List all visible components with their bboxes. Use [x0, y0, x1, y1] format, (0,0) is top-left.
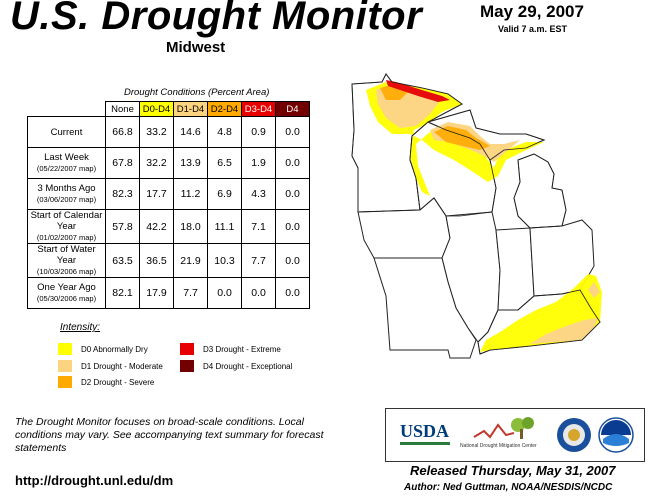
legend-swatch-d0	[58, 343, 72, 355]
ndmc-emblem	[473, 417, 534, 439]
legend-label: D0 Abnormally Dry	[81, 344, 148, 354]
header-d1-d4: D1-D4	[173, 101, 208, 117]
table-row: Start of Calendar Year (01/02/2007 map) 5…	[27, 209, 310, 244]
author-credit: Author: Ned Guttman, NOAA/NESDIS/NCDC	[404, 482, 613, 493]
header-d3-d4: D3-D4	[241, 101, 276, 117]
row-label: Last Week (05/22/2007 map)	[27, 147, 106, 179]
row-label: 3 Months Ago (03/06/2007 map)	[27, 178, 106, 210]
drought-d2-upper-midwest	[380, 84, 490, 150]
table-cell: 36.5	[139, 243, 174, 278]
legend-d2: D2 Drought - Severe	[58, 376, 154, 388]
table-cell: 32.2	[139, 147, 174, 179]
table-caption: Drought Conditions (Percent Area)	[124, 87, 270, 98]
table-cell: 7.7	[173, 277, 208, 309]
state-michigan-lp	[513, 153, 567, 229]
table-cell: 0.0	[275, 116, 310, 148]
row-label: Start of Calendar Year (01/02/2007 map)	[27, 209, 106, 244]
release-date: Released Thursday, May 31, 2007	[410, 463, 616, 478]
table-cell: 0.0	[275, 178, 310, 210]
drought-d3-minnesota	[386, 80, 450, 102]
website-link[interactable]: http://drought.unl.edu/dm	[15, 473, 174, 488]
header-d2-d4: D2-D4	[207, 101, 242, 117]
table-cell: 6.9	[207, 178, 242, 210]
table-cell: 42.2	[139, 209, 174, 244]
legend-label: D2 Drought - Severe	[81, 377, 155, 387]
table-header-row: None D0-D4 D1-D4 D2-D4 D3-D4 D4	[28, 101, 310, 117]
table-cell: 0.0	[275, 277, 310, 309]
table-row: Current 66.8 33.2 14.6 4.8 0.9 0.0	[27, 116, 310, 148]
table-corner	[28, 102, 106, 117]
legend-label: D3 Drought - Extreme	[203, 344, 281, 354]
table-cell: 0.0	[275, 243, 310, 278]
table-cell: 11.2	[173, 178, 208, 210]
table-cell: 4.8	[207, 116, 242, 148]
table-cell: 63.5	[105, 243, 140, 278]
table-cell: 1.9	[241, 147, 276, 179]
table-cell: 11.1	[207, 209, 242, 244]
table-cell: 13.9	[173, 147, 208, 179]
table-cell: 7.1	[241, 209, 276, 244]
row-label: Start of Water Year (10/03/2006 map)	[27, 243, 106, 278]
header-d4: D4	[275, 101, 310, 117]
table-row: Start of Water Year (10/03/2006 map) 63.5…	[27, 243, 310, 278]
table-cell: 21.9	[173, 243, 208, 278]
agency-logos: USDA National Drought Mitigation Center	[385, 408, 645, 462]
drought-d1-upper-midwest	[376, 84, 520, 162]
table-cell: 0.0	[275, 147, 310, 179]
drought-stats-table: None D0-D4 D1-D4 D2-D4 D3-D4 D4 Current …	[27, 101, 310, 309]
table-cell: 7.7	[241, 243, 276, 278]
valid-time: Valid 7 a.m. EST	[498, 24, 568, 34]
table-cell: 18.0	[173, 209, 208, 244]
table-cell: 17.9	[139, 277, 174, 309]
legend-swatch-d1	[58, 360, 72, 372]
legend-d1: D1 Drought - Moderate	[58, 360, 163, 372]
table-row: One Year Ago (05/30/2006 map) 82.1 17.9 7…	[27, 277, 310, 309]
table-cell: 0.0	[207, 277, 242, 309]
table-cell: 10.3	[207, 243, 242, 278]
legend-label: D4 Drought - Exceptional	[203, 361, 293, 371]
legend-d0: D0 Abnormally Dry	[58, 343, 148, 355]
table-row: 3 Months Ago (03/06/2007 map) 82.3 17.7 1…	[27, 178, 310, 210]
main-title: U.S. Drought Monitor	[10, 0, 423, 38]
disclaimer-note: The Drought Monitor focuses on broad-sca…	[15, 416, 324, 454]
legend-d4: D4 Drought - Exceptional	[180, 360, 292, 372]
legend-label: D1 Drought - Moderate	[81, 361, 163, 371]
legend-swatch-d4	[180, 360, 194, 372]
header-none: None	[105, 101, 140, 117]
usda-logo: USDA	[400, 421, 450, 441]
row-label: Current	[27, 116, 106, 148]
state-indiana	[495, 227, 535, 311]
table-cell: 82.3	[105, 178, 140, 210]
legend-swatch-d3	[180, 343, 194, 355]
table-cell: 33.2	[139, 116, 174, 148]
table-cell: 66.8	[105, 116, 140, 148]
map-date: May 29, 2007	[480, 2, 584, 21]
state-missouri	[373, 257, 477, 359]
table-cell: 0.0	[241, 277, 276, 309]
table-cell: 82.1	[105, 277, 140, 309]
header-d0-d4: D0-D4	[139, 101, 174, 117]
row-label: One Year Ago (05/30/2006 map)	[27, 277, 106, 309]
intensity-title: Intensity:	[60, 322, 101, 333]
noaa-logo-icon	[598, 417, 634, 453]
table-cell: 0.9	[241, 116, 276, 148]
table-cell: 14.6	[173, 116, 208, 148]
table-cell: 0.0	[275, 209, 310, 244]
midwest-drought-map	[351, 73, 602, 359]
table-cell: 6.5	[207, 147, 242, 179]
drought-d1-kentucky	[530, 282, 600, 344]
region-subtitle: Midwest	[166, 39, 226, 56]
table-cell: 4.3	[241, 178, 276, 210]
table-cell: 57.8	[105, 209, 140, 244]
table-row: Last Week (05/22/2007 map) 67.8 32.2 13.9…	[27, 147, 310, 179]
doc-seal-icon	[557, 418, 591, 452]
legend-d3: D3 Drought - Extreme	[180, 343, 281, 355]
table-cell: 17.7	[139, 178, 174, 210]
table-cell: 67.8	[105, 147, 140, 179]
ndmc-logo: National Drought Mitigation Center	[460, 443, 537, 449]
legend-swatch-d2	[58, 376, 72, 388]
usda-logo-stripe	[400, 442, 450, 445]
